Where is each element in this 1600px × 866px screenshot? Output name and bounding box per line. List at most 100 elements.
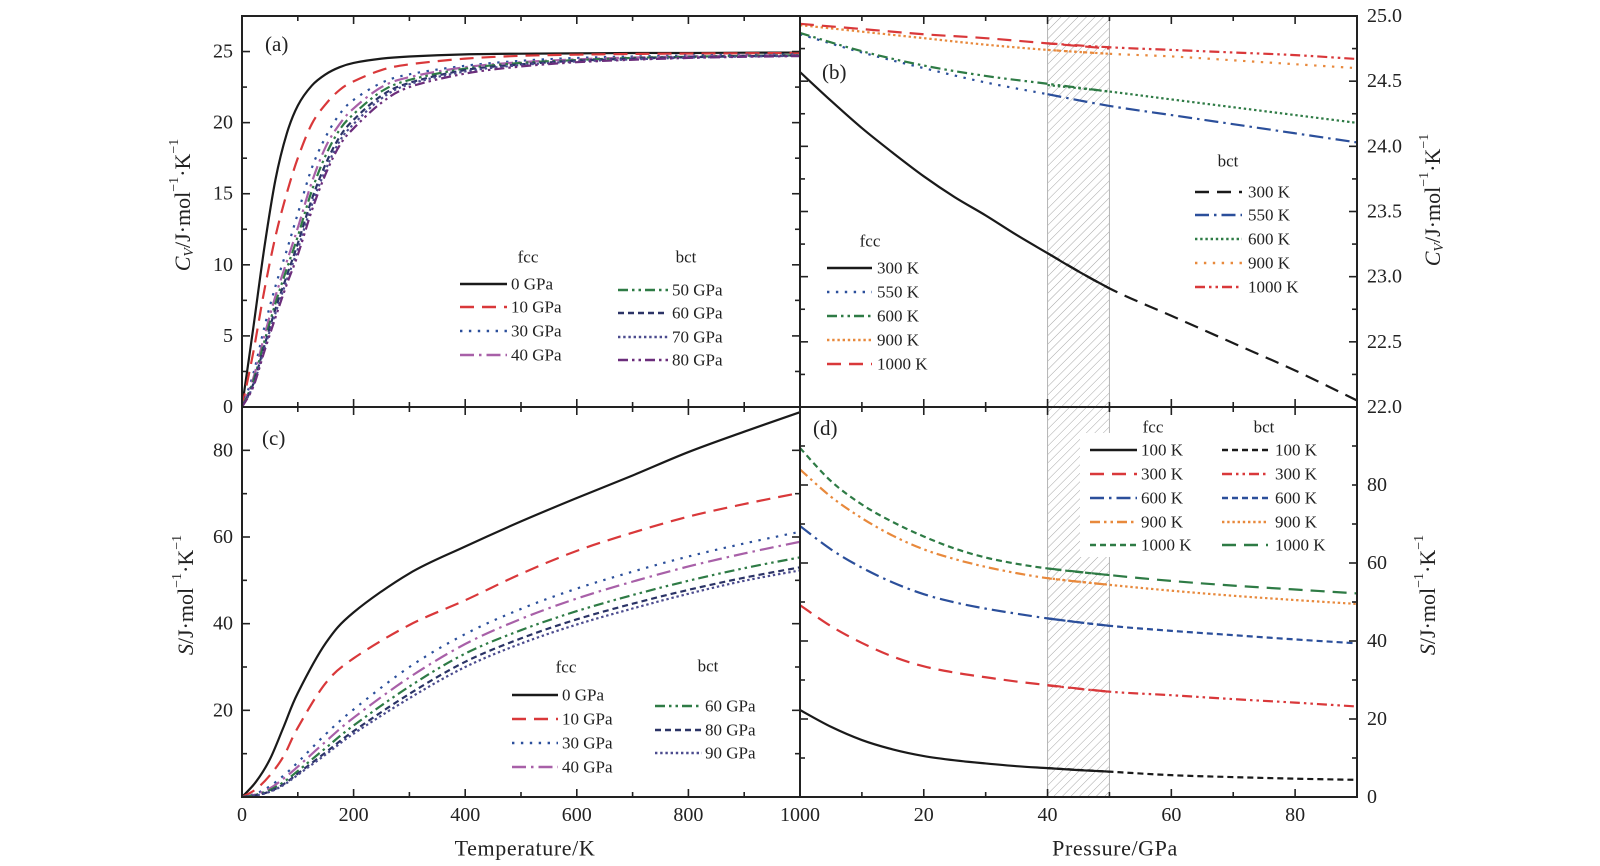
legend-group-title: bct — [1254, 418, 1275, 437]
legend-c: fcc 0 GPa 10 GPa 30 GPa 40 GPa bct 60 GPa 80 GP… — [512, 657, 756, 777]
legend-entry: 30 GPa — [460, 322, 562, 341]
y-tick-label-b: 23.5 — [1367, 201, 1402, 223]
series-line-d-bct-600-k — [1047, 617, 1357, 645]
y-axis-unit: ·K — [1420, 149, 1445, 172]
legend-entry: 600 K — [1195, 230, 1291, 249]
series-line-a-bct-60-gpa — [242, 54, 800, 407]
series-line-d-fcc-900-k — [800, 468, 1110, 586]
y-axis-unit: ·K — [1415, 550, 1440, 573]
y-tick-label-b: 24.0 — [1367, 135, 1402, 157]
legend-group-title: fcc — [860, 232, 881, 251]
legend-entry-label: 600 K — [877, 307, 920, 326]
legend-entry: 600 K — [827, 307, 920, 326]
legend-entry: 80 GPa — [618, 351, 723, 370]
series-group-a — [242, 51, 800, 407]
y-axis-unit: /J·mol — [1415, 588, 1440, 644]
legend-entry-label: 30 GPa — [562, 734, 613, 753]
series-line-d-fcc-600-k — [800, 525, 1110, 627]
x-axis-title-c: Temperature/K — [455, 836, 596, 861]
y-axis-unit-exponent: −1 — [170, 535, 185, 550]
panel-label-d: (d) — [813, 416, 838, 440]
y-axis-symbol: S — [173, 644, 198, 655]
legend-entry-label: 550 K — [877, 283, 920, 302]
legend-entry-label: 60 GPa — [672, 304, 723, 323]
legend-entry: 900 K — [1222, 513, 1318, 532]
legend-entry: 80 GPa — [655, 721, 756, 740]
series-line-b-bct-600-k — [1047, 83, 1357, 124]
series-line-c-fcc-0-gpa — [242, 411, 800, 797]
legend-entry: 40 GPa — [460, 346, 562, 365]
y-axis-symbol-subscript: V — [1432, 242, 1447, 252]
legend-entry: 300 K — [827, 259, 920, 278]
legend-entry: 1000 K — [1090, 536, 1192, 555]
x-tick-label-d: 60 — [1161, 804, 1181, 826]
legend-entry: 100 K — [1090, 441, 1184, 460]
legend-entry: 550 K — [827, 283, 920, 302]
legend-entry: 100 K — [1222, 441, 1318, 460]
legend-entry-label: 1000 K — [1275, 536, 1326, 555]
y-axis-unit-exponent: −1 — [170, 573, 185, 588]
y-tick-label-c: 60 — [213, 526, 233, 548]
series-line-d-bct-300-k — [1047, 684, 1357, 708]
y-axis-unit-exponent: −1 — [1417, 134, 1432, 149]
x-tick-label-c: 600 — [562, 804, 592, 826]
legend-entry-label: 80 GPa — [705, 721, 756, 740]
y-axis-unit: /J·mol — [170, 192, 195, 248]
series-line-a-bct-50-gpa — [242, 54, 800, 407]
series-line-a-fcc-40-gpa — [242, 53, 800, 407]
panel-label-a: (a) — [265, 32, 288, 56]
legend-background — [1080, 433, 1352, 557]
y-tick-label-c: 40 — [213, 613, 233, 635]
y-axis-unit-exponent: −1 — [1417, 172, 1432, 187]
legend-entry-label: 100 K — [1141, 441, 1184, 460]
legend-entry: 300 K — [1195, 183, 1291, 202]
y-tick-label-d: 40 — [1367, 630, 1387, 652]
legend-entry-label: 600 K — [1275, 489, 1318, 508]
y-axis-title-c: S/J·mol−1·K−1 — [170, 535, 198, 655]
y-tick-label-d: 20 — [1367, 708, 1387, 730]
series-line-c-bct-60-gpa — [242, 556, 800, 797]
y-axis-unit: ·K — [170, 154, 195, 177]
legend-group-title: bct — [676, 248, 697, 267]
y-axis-unit: ·K — [173, 550, 198, 573]
legend-entry-label: 90 GPa — [705, 744, 756, 763]
y-axis-unit: /J·mol — [173, 588, 198, 644]
y-axis-unit-exponent: −1 — [1412, 535, 1427, 550]
legend-entry: 300 K — [1222, 465, 1318, 484]
y-axis-title-b: CV/J·mol−1·K−1 — [1417, 134, 1447, 267]
y-axis-symbol: C — [170, 256, 195, 271]
panel-label-b: (b) — [822, 60, 847, 84]
x-tick-label-d: 80 — [1285, 804, 1305, 826]
panel-label-c: (c) — [262, 426, 285, 450]
legend-a: fcc 0 GPa 10 GPa 30 GPa 40 GPa bct 50 GPa 60 GP… — [460, 248, 723, 370]
legend-entry: 10 GPa — [460, 298, 562, 317]
legend-group-title: bct — [698, 657, 719, 676]
legend-entry-label: 600 K — [1141, 489, 1184, 508]
legend-entry-label: 80 GPa — [672, 351, 723, 370]
legend-entry: 900 K — [827, 331, 920, 350]
legend-entry: 30 GPa — [512, 734, 613, 753]
y-tick-label-a: 10 — [213, 254, 233, 276]
legend-entry-label: 10 GPa — [562, 710, 613, 729]
series-line-b-bct-1000-k — [1047, 42, 1357, 61]
legend-entry: 40 GPa — [512, 758, 613, 777]
x-tick-label-c: 400 — [450, 804, 480, 826]
legend-entry: 10 GPa — [512, 710, 613, 729]
legend-entry-label: 550 K — [1248, 206, 1291, 225]
legend-entry-label: 0 GPa — [562, 686, 604, 705]
y-axis-title-a: CV/J·mol−1·K−1 — [167, 139, 197, 272]
y-axis-symbol-subscript: V — [182, 247, 197, 257]
legend-entry: 600 K — [1090, 489, 1184, 508]
series-line-b-fcc-600-k — [800, 31, 1110, 93]
legend-entry: 90 GPa — [655, 744, 756, 763]
x-tick-label-c: 1000 — [780, 804, 820, 826]
series-line-c-fcc-10-gpa — [242, 491, 800, 797]
legend-entry-label: 300 K — [1275, 465, 1318, 484]
ticks-b — [800, 16, 1357, 407]
legend-entry-label: 0 GPa — [511, 275, 553, 294]
legend-entry-label: 300 K — [877, 259, 920, 278]
y-tick-label-d: 0 — [1367, 786, 1377, 808]
legend-entry: 900 K — [1195, 254, 1291, 273]
